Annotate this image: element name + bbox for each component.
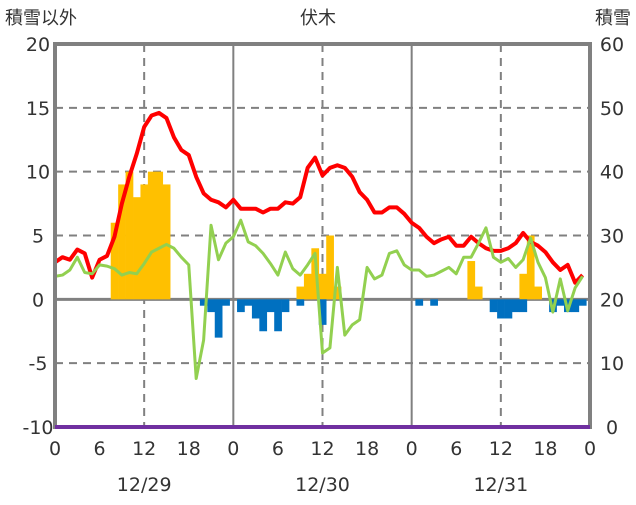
- y-tick-left: 10: [26, 162, 50, 184]
- orange-bar: [474, 286, 483, 300]
- blue-bar: [556, 299, 565, 306]
- y-tick-right: 10: [600, 353, 624, 375]
- blue-bar: [222, 299, 230, 306]
- orange-bar: [147, 171, 156, 300]
- y-tick-left: 0: [32, 289, 44, 311]
- chart-title: 伏木: [300, 8, 336, 29]
- orange-bar: [526, 235, 535, 300]
- x-tick: 6: [94, 438, 106, 460]
- red-line: [53, 110, 585, 285]
- x-tick: 0: [227, 438, 239, 460]
- x-tick: 6: [272, 438, 284, 460]
- blue-bar: [519, 299, 528, 313]
- blue-bar: [244, 299, 253, 306]
- y-tick-left: 20: [26, 34, 50, 56]
- x-tick: 18: [533, 438, 557, 460]
- y-tick-right: 20: [600, 289, 624, 311]
- x-tick: 0: [406, 438, 418, 460]
- right-axis-title: 積雪: [595, 8, 631, 29]
- blue-bar: [415, 299, 424, 306]
- left-axis-title: 積雪以外: [5, 8, 77, 29]
- blue-bar: [497, 299, 505, 319]
- orange-bar: [318, 273, 327, 300]
- orange-bar: [326, 235, 334, 300]
- orange-bar: [133, 197, 141, 300]
- orange-bar: [303, 273, 312, 300]
- orange-bar: [296, 286, 305, 300]
- blue-bar: [504, 299, 513, 319]
- x-tick: 0: [584, 438, 596, 460]
- blue-bar: [281, 299, 290, 313]
- orange-bar: [467, 261, 476, 300]
- y-tick-right: 40: [600, 162, 624, 184]
- blue-bar: [274, 299, 282, 332]
- blue-bar: [199, 299, 208, 306]
- y-tick-right: 50: [600, 98, 624, 120]
- orange-bar: [162, 184, 171, 300]
- y-tick-left: 5: [32, 226, 44, 248]
- y-tick-left: -5: [29, 353, 48, 375]
- orange-bar: [155, 171, 164, 300]
- bars: [110, 171, 587, 338]
- orange-bar: [125, 171, 134, 300]
- blue-bar: [571, 299, 580, 313]
- blue-bar: [259, 299, 268, 332]
- blue-bar: [318, 299, 327, 325]
- orange-bar: [140, 184, 149, 300]
- blue-bar: [251, 299, 260, 319]
- x-tick: 12: [310, 438, 334, 460]
- date-label: 12/29: [117, 474, 172, 496]
- x-tick: 12: [489, 438, 513, 460]
- blue-bar: [430, 299, 438, 306]
- green-line: [54, 218, 584, 380]
- blue-bar: [207, 299, 216, 313]
- orange-bar: [118, 184, 126, 300]
- blue-bar: [578, 299, 587, 306]
- y-tick-right: 0: [606, 417, 618, 439]
- blue-bar: [266, 299, 275, 313]
- orange-bar: [110, 222, 119, 300]
- blue-bar: [489, 299, 498, 313]
- y-tick-right: 60: [600, 34, 624, 56]
- x-tick: 0: [49, 438, 61, 460]
- orange-bar: [534, 286, 543, 300]
- blue-bar: [511, 299, 520, 313]
- y-tick-left: -10: [22, 417, 53, 439]
- x-tick: 12: [132, 438, 156, 460]
- x-tick: 18: [177, 438, 201, 460]
- date-label: 12/30: [295, 474, 350, 496]
- x-tick: 18: [355, 438, 379, 460]
- y-tick-left: 15: [26, 98, 50, 120]
- orange-bar: [519, 273, 528, 300]
- y-tick-right: 30: [600, 226, 624, 248]
- plot-frame: [53, 42, 592, 429]
- blue-bar: [214, 299, 223, 338]
- blue-bar: [296, 299, 305, 306]
- x-tick: 6: [450, 438, 462, 460]
- blue-bar: [237, 299, 245, 313]
- orange-bar: [333, 286, 342, 300]
- date-label: 12/31: [473, 474, 528, 496]
